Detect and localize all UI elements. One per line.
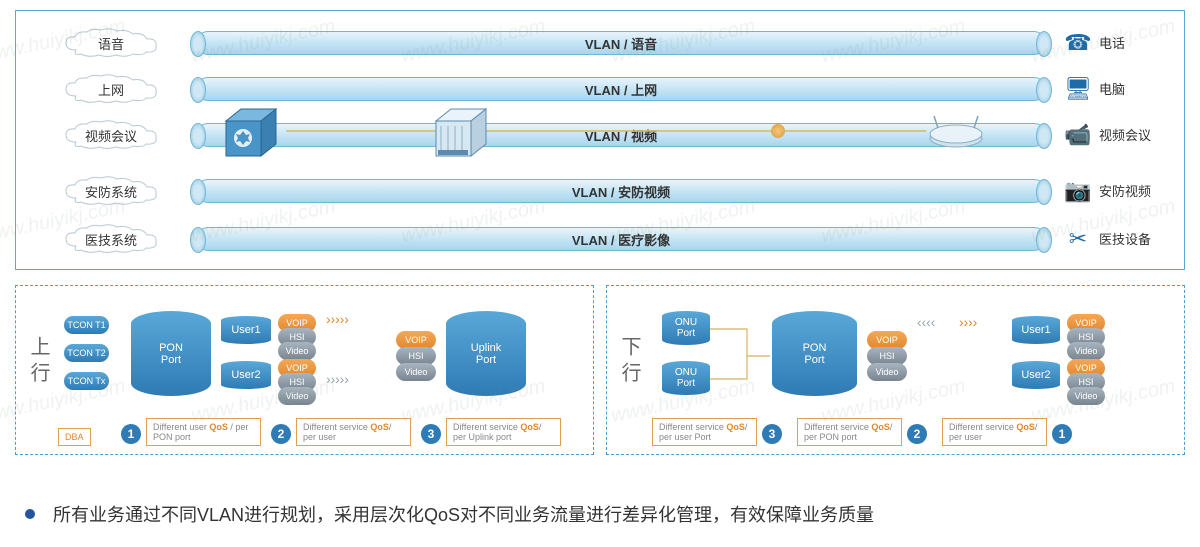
- step-num: 1: [1052, 424, 1072, 444]
- endpoint-icon: 📹: [1062, 120, 1094, 150]
- vlan-row: 语音 VLAN / 语音 ☎ 电话: [16, 23, 1184, 63]
- building-switch-icon: [426, 106, 496, 166]
- step-num: 1: [121, 424, 141, 444]
- step-num: 3: [421, 424, 441, 444]
- service-cloud: 上网: [61, 74, 161, 104]
- svc-tag: Video: [867, 363, 907, 381]
- endpoint-icon: ☎: [1062, 28, 1094, 58]
- svc-tag: Video: [396, 363, 436, 381]
- user-cyl: User1: [1012, 316, 1060, 344]
- midpoint-node-icon: [771, 124, 785, 138]
- service-cloud: 语音: [61, 28, 161, 58]
- step-label: Different service QoS/ per user Port: [652, 418, 757, 446]
- vlan-panel: 语音 VLAN / 语音 ☎ 电话上网 VLAN / 上网 🖥 电脑视频会议 VLAN / 视…: [15, 10, 1185, 270]
- uplink-cyl: Uplink Port: [446, 311, 526, 396]
- tcon-cyl: TCON T2: [64, 344, 109, 362]
- tcon-cyl: TCON Tx: [64, 372, 109, 390]
- step-num: 3: [762, 424, 782, 444]
- step-label: Different service QoS/ per user: [942, 418, 1047, 446]
- endpoint-label: 安防视频: [1099, 181, 1174, 200]
- step-num: 2: [907, 424, 927, 444]
- service-cloud: 安防系统: [61, 176, 161, 206]
- ap-device-icon: [926, 114, 986, 154]
- onu-cyl: ONU Port: [662, 311, 710, 345]
- video-link-line: [286, 129, 926, 133]
- pon-port-cyl: PON Port: [772, 311, 857, 396]
- user-cyl: User2: [221, 361, 271, 389]
- vlan-pipe: VLAN / 医疗影像: [196, 227, 1046, 251]
- upstream-title: 上行: [24, 336, 53, 388]
- vlan-pipe: VLAN / 安防视频: [196, 179, 1046, 203]
- upstream-panel: 上行 TCON T1 TCON T2 TCON Tx PON Port User1 Use…: [15, 285, 594, 455]
- step-label: Different service QoS/ per user: [296, 418, 411, 446]
- arrow-icon: › › › › ›: [326, 311, 347, 327]
- svc-tag: Video: [1067, 387, 1105, 405]
- svc-tag: Video: [278, 387, 316, 405]
- service-cloud: 视频会议: [61, 120, 161, 150]
- core-switch-icon: [216, 106, 286, 166]
- arrow-icon: › › › ›: [959, 314, 975, 330]
- summary-text: 所有业务通过不同VLAN进行规划，采用层次化QoS对不同业务流量进行差异化管理，…: [53, 501, 874, 527]
- downstream-panel: 下行 ONU PortONU PortPON PortVOIPHSIVideo‹…: [606, 285, 1185, 455]
- step-label: Different service QoS/ per PON port: [797, 418, 902, 446]
- endpoint-label: 电话: [1099, 33, 1174, 52]
- dba-label: DBA: [58, 428, 91, 446]
- bullet-icon: [25, 509, 35, 519]
- svc-tag: Video: [1067, 342, 1105, 360]
- endpoint-label: 电脑: [1099, 79, 1174, 98]
- endpoint-icon: ✂: [1062, 224, 1094, 254]
- endpoint-icon: 🖥: [1062, 74, 1094, 104]
- vlan-row: 安防系统 VLAN / 安防视频 📷 安防视频: [16, 171, 1184, 211]
- endpoint-icon: 📷: [1062, 176, 1094, 206]
- arrow-icon: ‹ ‹ ‹ ‹: [917, 314, 933, 330]
- onu-cyl: ONU Port: [662, 361, 710, 395]
- endpoint-label: 视频会议: [1099, 125, 1174, 144]
- step-label: Different user QoS / per PON port: [146, 418, 261, 446]
- svc-tag: Video: [278, 342, 316, 360]
- downstream-title: 下行: [615, 336, 644, 388]
- vlan-pipe: VLAN / 语音: [196, 31, 1046, 55]
- qos-flow-row: 上行 TCON T1 TCON T2 TCON Tx PON Port User1 Use…: [15, 285, 1185, 455]
- user-cyl: User1: [221, 316, 271, 344]
- endpoint-label: 医技设备: [1099, 229, 1174, 248]
- vlan-row: 视频会议 VLAN / 视频 📹 视频会议: [16, 115, 1184, 155]
- vlan-pipe: VLAN / 视频: [196, 123, 1046, 147]
- connector-line: [707, 321, 772, 391]
- step-label: Different service QoS/ per Uplink port: [446, 418, 561, 446]
- arrow-icon: › › › › ›: [326, 371, 347, 387]
- tcon-cyl: TCON T1: [64, 316, 109, 334]
- vlan-pipe: VLAN / 上网: [196, 77, 1046, 101]
- user-cyl: User2: [1012, 361, 1060, 389]
- step-num: 2: [271, 424, 291, 444]
- vlan-row: 上网 VLAN / 上网 🖥 电脑: [16, 69, 1184, 109]
- summary-bullet: 所有业务通过不同VLAN进行规划，采用层次化QoS对不同业务流量进行差异化管理，…: [25, 501, 874, 527]
- pon-port-cyl: PON Port: [131, 311, 211, 396]
- service-cloud: 医技系统: [61, 224, 161, 254]
- vlan-row: 医技系统 VLAN / 医疗影像 ✂ 医技设备: [16, 219, 1184, 259]
